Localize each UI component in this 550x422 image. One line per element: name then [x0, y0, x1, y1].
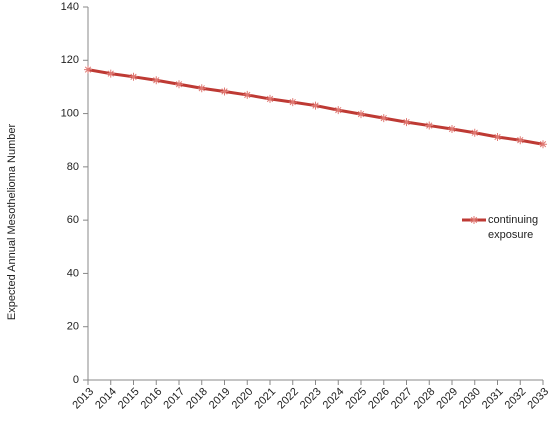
legend-label: continuing exposure: [488, 214, 539, 241]
x-tick-label: 2033: [525, 386, 550, 412]
point-marker: [448, 125, 456, 134]
point-marker: [470, 128, 479, 137]
y-tick-label: 100: [61, 107, 79, 119]
point-marker: [197, 84, 206, 93]
y-tick-label: 20: [67, 321, 79, 333]
point-marker: [493, 133, 502, 142]
y-tick-label: 0: [73, 374, 79, 386]
y-axis-label: Expected Annual Mesothelioma Number: [6, 124, 18, 321]
x-tick-label: 2024: [321, 386, 347, 412]
y-tick-label: 120: [61, 54, 79, 66]
x-tick-label: 2027: [389, 386, 415, 412]
point-marker: [379, 114, 388, 123]
point-marker: [106, 69, 115, 78]
x-tick-label: 2016: [139, 386, 165, 412]
point-marker: [175, 80, 183, 89]
point-marker: [129, 72, 138, 81]
point-marker: [288, 98, 297, 107]
point-marker: [311, 101, 320, 110]
point-marker: [266, 94, 274, 103]
y-tick-label: 60: [67, 214, 79, 226]
point-marker: [425, 121, 434, 130]
x-tick-label: 2015: [116, 386, 142, 412]
point-marker: [243, 90, 252, 99]
x-tick-label: 2014: [93, 386, 119, 412]
x-tick-label: 2021: [252, 386, 278, 412]
x-tick-label: 2029: [434, 386, 460, 412]
x-tick-label: 2026: [366, 386, 392, 412]
point-marker: [152, 76, 161, 85]
point-marker: [516, 136, 525, 145]
point-marker: [220, 87, 229, 96]
point-marker: [357, 110, 365, 119]
legend-marker: [470, 216, 478, 224]
point-marker: [334, 106, 343, 115]
point-marker: [402, 118, 411, 127]
x-tick-label: 2017: [161, 386, 187, 412]
y-tick-label: 140: [61, 1, 79, 13]
point-marker: [539, 140, 547, 149]
x-tick-label: 2028: [412, 386, 438, 412]
y-tick-label: 40: [67, 267, 79, 279]
point-marker: [84, 65, 92, 74]
x-tick-label: 2013: [70, 386, 96, 412]
x-tick-label: 2020: [230, 386, 256, 412]
x-tick-label: 2030: [457, 386, 483, 412]
x-tick-label: 2019: [207, 386, 233, 412]
y-tick-label: 80: [67, 161, 79, 173]
x-tick-label: 2025: [343, 386, 369, 412]
x-tick-label: 2018: [184, 386, 210, 412]
x-tick-label: 2031: [480, 386, 506, 412]
x-tick-label: 2023: [298, 386, 324, 412]
x-tick-label: 2022: [275, 386, 301, 412]
x-tick-label: 2032: [503, 386, 529, 412]
